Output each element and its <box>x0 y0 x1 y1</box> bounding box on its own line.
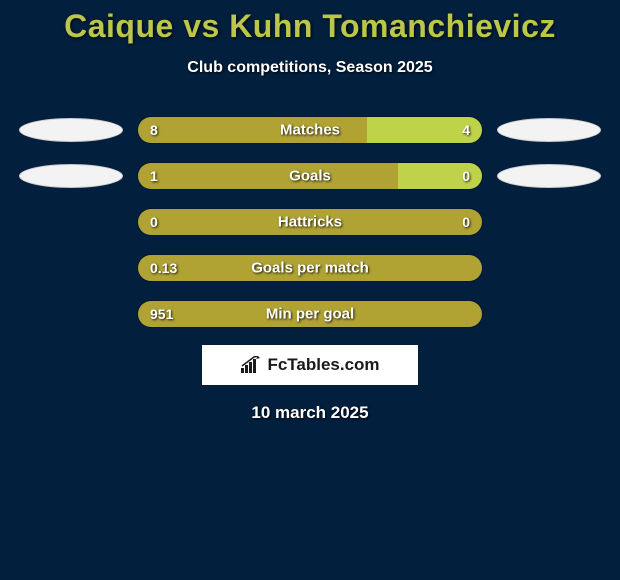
logo: FcTables.com <box>240 355 379 375</box>
stat-row: 1 0 Goals <box>0 161 620 191</box>
stat-row: 951 Min per goal <box>0 299 620 329</box>
stat-value-left: 951 <box>150 306 173 322</box>
stat-value-left: 8 <box>150 122 158 138</box>
stat-label: Min per goal <box>266 306 354 323</box>
stat-value-right: 0 <box>462 168 470 184</box>
stat-bar: 1 0 Goals <box>137 162 483 190</box>
stat-label: Goals <box>289 168 331 185</box>
stat-label: Matches <box>280 122 340 139</box>
ellipse-icon <box>497 118 601 142</box>
player-marker-right <box>497 117 601 143</box>
player-marker-left <box>19 301 123 327</box>
stat-bar: 8 4 Matches <box>137 116 483 144</box>
ellipse-icon <box>19 164 123 188</box>
logo-text: FcTables.com <box>267 355 379 375</box>
stat-bar: 951 Min per goal <box>137 300 483 328</box>
player-marker-right <box>497 163 601 189</box>
player-marker-left <box>19 117 123 143</box>
ellipse-icon <box>19 118 123 142</box>
stat-value-left: 1 <box>150 168 158 184</box>
player-marker-left <box>19 163 123 189</box>
stat-value-right: 0 <box>462 214 470 230</box>
stat-bar: 0 0 Hattricks <box>137 208 483 236</box>
comparison-infographic: Caique vs Kuhn Tomanchievicz Club compet… <box>0 0 620 423</box>
stat-row: 0.13 Goals per match <box>0 253 620 283</box>
stat-value-right: 4 <box>462 122 470 138</box>
stat-value-left: 0 <box>150 214 158 230</box>
page-title: Caique vs Kuhn Tomanchievicz <box>0 8 620 45</box>
page-subtitle: Club competitions, Season 2025 <box>0 59 620 77</box>
ellipse-icon <box>497 164 601 188</box>
stat-value-left: 0.13 <box>150 260 177 276</box>
stat-row: 8 4 Matches <box>0 115 620 145</box>
stat-bar: 0.13 Goals per match <box>137 254 483 282</box>
stat-label: Hattricks <box>278 214 342 231</box>
bar-segment-left <box>138 163 398 189</box>
player-marker-right <box>497 255 601 281</box>
stats-area: 8 4 Matches 1 0 Goals 0 0 Hattricks 0.13 Goals per… <box>0 115 620 329</box>
player-marker-right <box>497 209 601 235</box>
date-line: 10 march 2025 <box>0 403 620 423</box>
logo-box: FcTables.com <box>202 345 418 385</box>
player-marker-left <box>19 209 123 235</box>
stat-label: Goals per match <box>251 260 369 277</box>
player-marker-right <box>497 301 601 327</box>
stat-row: 0 0 Hattricks <box>0 207 620 237</box>
chart-icon <box>240 356 264 374</box>
player-marker-left <box>19 255 123 281</box>
